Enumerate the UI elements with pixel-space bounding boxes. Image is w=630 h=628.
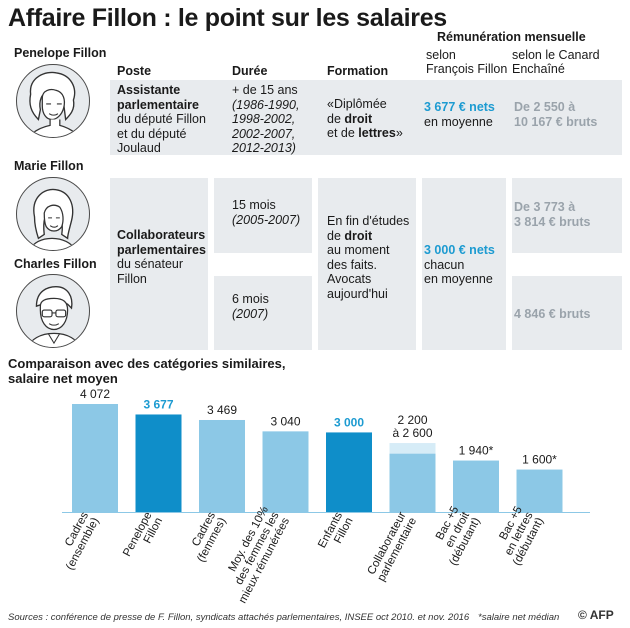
person-name-marie: Marie Fillon [14, 159, 84, 173]
portrait-charles-icon [26, 285, 81, 347]
col-header-formation: Formation [327, 64, 389, 78]
bar [516, 469, 563, 512]
shared-formation: En fin d'études de droit au moment des f… [327, 214, 410, 301]
col-header-selon-canard: selon le Canard Enchaîné [512, 48, 600, 76]
col-header-selon-ff: selon François Fillon [426, 48, 508, 76]
charles-duree: 6 mois (2007) [232, 292, 269, 321]
chart-title: Comparaison avec des catégories similair… [8, 356, 286, 386]
col-header-duree: Durée [232, 64, 268, 78]
bar-value-label: 4 072 [80, 387, 110, 401]
bar [326, 432, 372, 512]
bar [72, 404, 118, 512]
shared-poste: Collaborateurs parlementaires du sénateu… [117, 228, 206, 286]
marie-duree: 15 mois (2005-2007) [232, 198, 301, 227]
band-shared-ff [422, 178, 506, 350]
category-label: Bac +5en lettres(débutant) [497, 505, 546, 568]
category-label: Bac +5en droit(débutant) [434, 505, 483, 568]
bar-range-top [389, 443, 436, 454]
afp-logo: © AFP [578, 608, 614, 622]
avatar-charles [16, 274, 90, 348]
remuneration-header: Rémunération mensuelle [437, 30, 586, 44]
bar [199, 419, 245, 512]
category-label: Cadres(ensemble) [63, 510, 102, 572]
band-shared-formation [318, 178, 416, 350]
bar [389, 453, 436, 512]
portrait-penelope-icon [27, 71, 81, 137]
bar-value-label: 1 940* [459, 444, 494, 458]
salary-bar-chart: 4 072 Cadres(ensemble) 3 677 PenelopeFillon… [62, 387, 590, 606]
page-title: Affaire Fillon : le point sur les salair… [8, 4, 447, 32]
col-header-poste: Poste [117, 64, 152, 78]
footnote-text: *salaire net médian [478, 612, 560, 623]
band-shared-poste [110, 178, 208, 350]
band-marie-canard [512, 178, 622, 253]
penelope-ff-salary: 3 677 € nets en moyenne [424, 100, 495, 129]
bar-value-label: 3 469 [207, 403, 237, 417]
bar-value-label: 3 000 [334, 415, 364, 429]
person-name-charles: Charles Fillon [14, 257, 97, 271]
band-marie-duree [214, 178, 312, 253]
penelope-poste: Assistante parlementaire du député Fillo… [117, 83, 206, 155]
bar-value-label: 1 600* [522, 453, 557, 467]
bar [453, 460, 499, 512]
penelope-duree: + de 15 ans (1986-1990, 1998-2002, 2002-… [232, 83, 300, 155]
person-name-penelope: Penelope Fillon [14, 46, 107, 60]
portrait-marie-icon [28, 188, 77, 250]
sources-text: Sources : conférence de presse de F. Fil… [8, 612, 470, 623]
bar-value-label: à 2 600 [392, 426, 432, 440]
shared-ff-salary: 3 000 € nets chacun en moyenne [424, 243, 495, 286]
avatar-penelope [16, 64, 90, 138]
band-charles-canard [512, 276, 622, 350]
penelope-canard-salary: De 2 550 à 10 167 € bruts [514, 100, 598, 129]
avatar-marie [16, 177, 90, 251]
bar-value-label: 3 677 [143, 397, 173, 411]
bar [135, 414, 182, 512]
bar-value-label: 3 040 [270, 414, 300, 428]
marie-canard-salary: De 3 773 à 3 814 € bruts [514, 200, 591, 229]
penelope-formation: «Diplômée de droit et de lettres» [327, 97, 403, 140]
charles-canard-salary: 4 846 € bruts [514, 307, 591, 321]
row-band-penelope [110, 80, 622, 155]
bar-value-label: 2 200 [397, 413, 427, 427]
band-charles-duree [214, 276, 312, 350]
category-label: Cadres(femmes) [190, 510, 229, 564]
bar [262, 431, 309, 512]
